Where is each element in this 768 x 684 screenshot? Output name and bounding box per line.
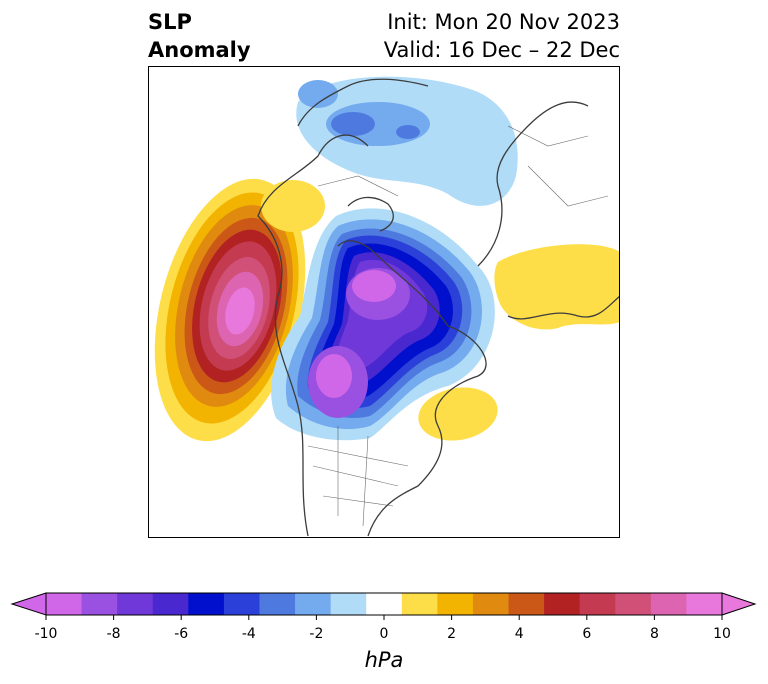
colorbar-swatch bbox=[81, 593, 118, 615]
slp-anomaly-map bbox=[148, 66, 620, 538]
colorbar-swatch bbox=[401, 593, 438, 615]
colorbar-label: hPa bbox=[365, 648, 404, 672]
colorbar-swatch bbox=[508, 593, 545, 615]
alaska-positive-anomaly bbox=[261, 180, 325, 232]
colorbar-swatch bbox=[223, 593, 260, 615]
north-pacific-high-anomaly bbox=[154, 178, 306, 442]
colorbar-swatches bbox=[10, 592, 757, 616]
colorbar-swatch bbox=[650, 593, 687, 615]
colorbar-tick-label: 6 bbox=[582, 626, 591, 642]
colorbar-swatch bbox=[615, 593, 652, 615]
colorbar-swatch bbox=[544, 593, 581, 615]
arctic-canada-low-anomaly bbox=[271, 208, 495, 441]
colorbar-swatch bbox=[437, 593, 474, 615]
colorbar-tick-label: -10 bbox=[35, 626, 58, 642]
colorbar-extend-max bbox=[721, 592, 757, 616]
colorbar-tick-label: -6 bbox=[174, 626, 188, 642]
colorbar-extend-min bbox=[10, 592, 47, 616]
colorbar-tick-label: -8 bbox=[107, 626, 121, 642]
valid-date: Valid: 16 Dec – 22 Dec bbox=[383, 38, 620, 62]
colorbar-swatch bbox=[259, 593, 296, 615]
title-line-2: Anomaly bbox=[148, 38, 251, 62]
colorbar-tick-label: 10 bbox=[713, 626, 731, 642]
colorbar-swatch bbox=[117, 593, 154, 615]
colorbar: -10 -8 -6 -4 -2 0 2 4 6 8 10 hPa bbox=[10, 592, 757, 672]
colorbar-swatch bbox=[686, 593, 723, 615]
colorbar-tick-label: -2 bbox=[309, 626, 323, 642]
title-line-1: SLP bbox=[148, 10, 192, 34]
map-title: SLP Anomaly bbox=[148, 8, 251, 64]
colorbar-tick-label: -4 bbox=[242, 626, 256, 642]
coastlines bbox=[257, 78, 620, 537]
colorbar-tick-label: 4 bbox=[515, 626, 524, 642]
colorbar-swatch bbox=[330, 593, 367, 615]
colorbar-tick-label: 0 bbox=[380, 626, 389, 642]
siberia-high-anomaly bbox=[494, 244, 620, 330]
colorbar-swatch bbox=[188, 593, 225, 615]
colorbar-swatch bbox=[152, 593, 189, 615]
colorbar-swatch bbox=[46, 593, 83, 615]
colorbar-tick-label: 8 bbox=[650, 626, 659, 642]
colorbar-tick-label: 2 bbox=[447, 626, 456, 642]
colorbar-ticks: -10 -8 -6 -4 -2 0 2 4 6 8 10 bbox=[35, 615, 731, 642]
colorbar-swatch bbox=[579, 593, 616, 615]
colorbar-swatch bbox=[472, 593, 510, 615]
forecast-dates: Init: Mon 20 Nov 2023 Valid: 16 Dec – 22… bbox=[384, 8, 620, 64]
colorbar-swatch bbox=[366, 593, 403, 615]
eurasian-low-anomaly bbox=[296, 76, 518, 206]
map-frame bbox=[148, 66, 620, 538]
colorbar-swatch bbox=[295, 593, 332, 615]
init-date: Init: Mon 20 Nov 2023 bbox=[387, 10, 620, 34]
political-borders bbox=[307, 125, 609, 527]
